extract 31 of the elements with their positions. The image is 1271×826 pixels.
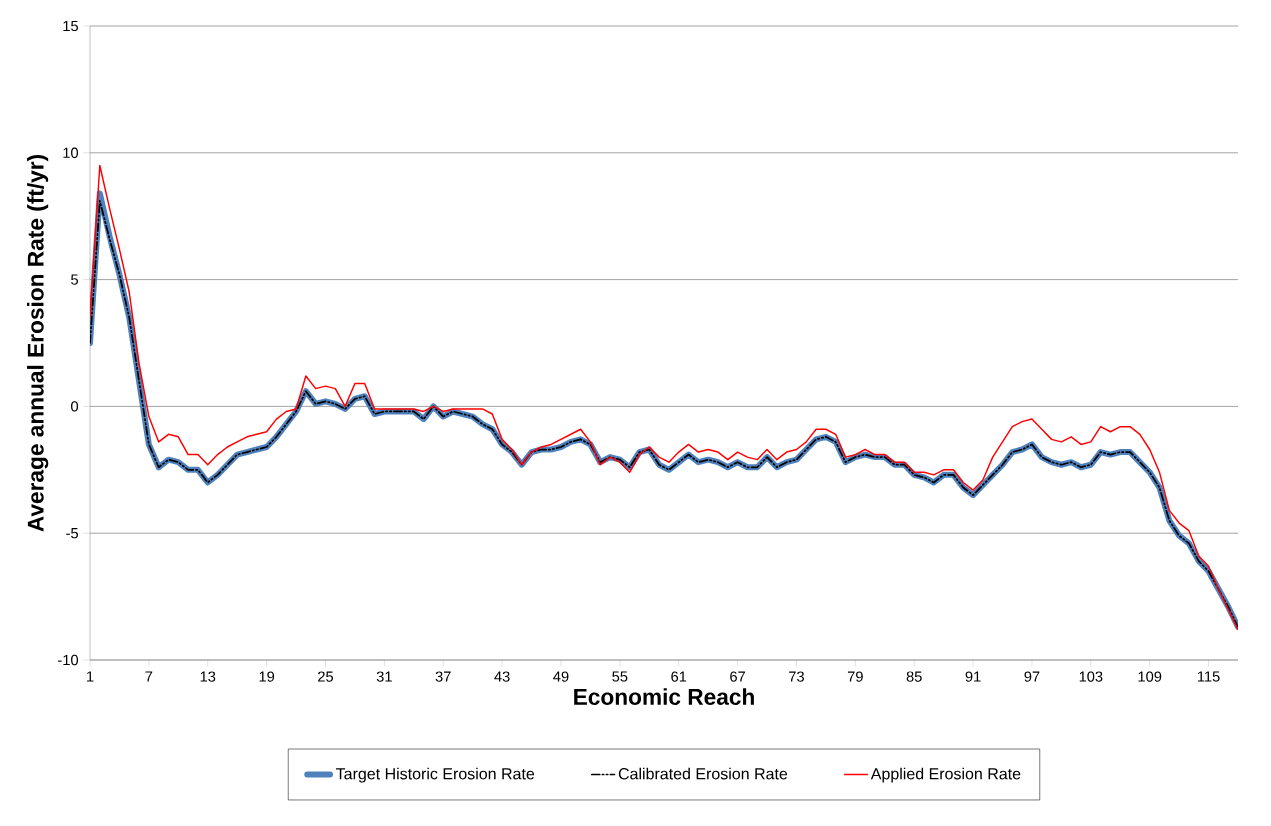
x-tick-label: 91 xyxy=(965,671,981,682)
x-tick-label: 13 xyxy=(200,671,216,682)
x-tick-label: 79 xyxy=(847,671,863,682)
x-tick-label: 109 xyxy=(1138,671,1162,682)
x-tick-label: 31 xyxy=(376,671,392,682)
y-axis-title: Average annual Erosion Rate (ft/yr) xyxy=(27,155,49,532)
legend-label: Applied Erosion Rate xyxy=(870,767,1021,783)
y-tick-label: 15 xyxy=(63,20,78,32)
x-tick-label: 115 xyxy=(1197,671,1220,682)
x-axis-title: Economic Reach xyxy=(574,688,754,705)
x-tick-label: 85 xyxy=(906,671,922,682)
x-tick-label: 97 xyxy=(1024,671,1040,682)
x-tick-label: 25 xyxy=(318,671,334,682)
x-tick-label: 67 xyxy=(730,671,746,682)
y-tick-label: 0 xyxy=(71,401,79,412)
y-tick-label: 5 xyxy=(71,274,78,285)
y-tick-label: -10 xyxy=(58,654,79,666)
x-tick-label: 1 xyxy=(87,671,94,682)
x-tick-label: 43 xyxy=(494,671,510,682)
x-tick-label: 55 xyxy=(612,671,628,682)
legend-label: Calibrated Erosion Rate xyxy=(618,767,788,780)
x-tick-label: 19 xyxy=(259,671,275,682)
x-tick-label: 61 xyxy=(671,671,687,682)
legend-label: Target Historic Erosion Rate xyxy=(336,767,535,783)
x-tick-label: 37 xyxy=(435,671,451,682)
x-tick-label: 7 xyxy=(145,671,153,682)
y-tick-label: 10 xyxy=(63,147,79,158)
x-tick-label: 103 xyxy=(1079,671,1103,682)
y-tick-label: -5 xyxy=(66,528,78,539)
x-tick-label: 73 xyxy=(789,671,804,682)
x-tick-label: 49 xyxy=(553,671,569,682)
